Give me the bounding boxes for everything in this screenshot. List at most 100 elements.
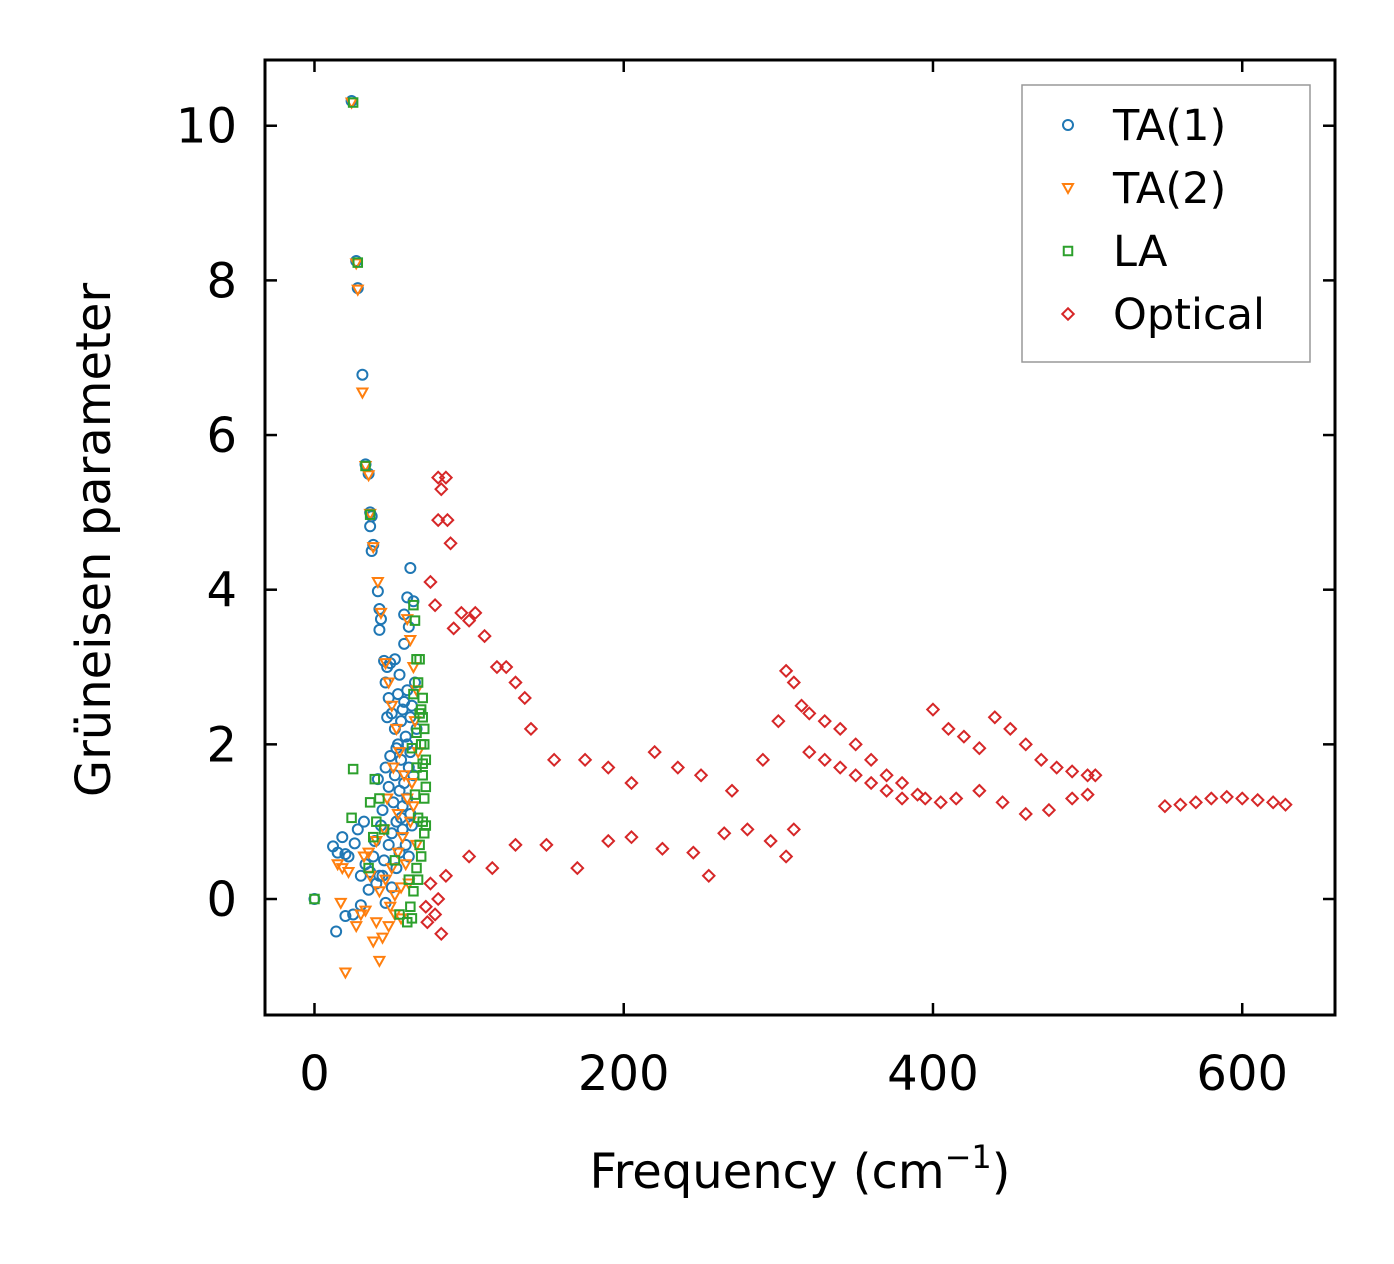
point-ta-2 — [386, 762, 401, 775]
plot-frame — [263, 58, 1337, 1017]
point-optical — [577, 752, 593, 767]
point-optical — [431, 470, 446, 485]
point-la — [409, 789, 421, 800]
x-tick-label: 200 — [578, 1046, 670, 1102]
point-ta-2 — [375, 932, 390, 945]
legend: TA(1) TA(2) LA Optical — [1021, 84, 1311, 363]
point-optical — [1018, 806, 1033, 822]
point-ta-2 — [355, 387, 370, 400]
point-ta-2 — [358, 905, 373, 918]
point-ta-2 — [351, 284, 365, 297]
point-la — [409, 615, 421, 626]
legend-marker-la — [1062, 245, 1074, 257]
point-optical — [624, 829, 639, 845]
point-optical — [863, 775, 879, 791]
point-optical — [434, 482, 449, 497]
point-ta-1 — [385, 881, 398, 894]
point-la — [394, 909, 405, 920]
x-axis-label-close: ) — [992, 1144, 1011, 1200]
point-ta-1 — [378, 854, 391, 867]
point-ta-1 — [357, 815, 370, 828]
legend-label-ta-1: TA(1) — [1112, 101, 1226, 151]
point-la — [415, 851, 427, 862]
point-optical — [1250, 792, 1265, 808]
point-ta-1 — [336, 831, 349, 844]
point-la — [347, 97, 359, 108]
point-ta-1 — [399, 730, 412, 743]
point-optical — [1088, 768, 1103, 783]
point-optical — [933, 795, 948, 810]
point-optical — [817, 713, 832, 729]
point-optical — [1080, 768, 1095, 783]
point-optical — [848, 768, 863, 783]
point-optical — [879, 768, 894, 783]
point-optical — [925, 702, 941, 717]
point-ta-2 — [391, 808, 405, 822]
point-optical — [423, 876, 438, 891]
point-optical — [771, 713, 786, 729]
point-optical — [972, 783, 987, 798]
series-la — [309, 97, 432, 928]
point-optical — [434, 926, 449, 941]
point-optical — [833, 721, 848, 737]
series-optical — [418, 470, 1293, 941]
point-la — [417, 712, 428, 723]
point-ta-2 — [397, 770, 411, 783]
point-optical — [918, 791, 933, 806]
legend-marker-ta-1 — [1062, 119, 1074, 131]
point-la — [411, 862, 422, 874]
point-optical — [833, 760, 848, 775]
point-la — [412, 874, 424, 885]
point-ta-2 — [349, 921, 363, 934]
point-optical — [508, 675, 523, 690]
point-la — [389, 855, 401, 866]
point-ta-2 — [405, 778, 419, 791]
point-la — [360, 460, 371, 472]
point-optical — [1278, 797, 1293, 812]
point-ta-1 — [384, 749, 397, 762]
y-axis-label: Grüneisen parameter — [66, 283, 122, 798]
point-optical — [1173, 797, 1188, 812]
point-optical — [778, 663, 794, 679]
point-ta-1 — [342, 850, 355, 863]
point-ta-1 — [365, 545, 378, 558]
point-optical — [941, 721, 956, 737]
y-tick-label: 2 — [206, 717, 237, 773]
point-optical — [910, 787, 925, 802]
legend-marker-ta-2 — [1061, 183, 1075, 196]
point-optical — [523, 721, 539, 737]
point-ta-2 — [378, 658, 393, 671]
point-ta-1 — [351, 823, 364, 836]
x-axis-label-text: Frequency (cm — [589, 1144, 944, 1200]
y-tick-label: 0 — [206, 872, 237, 928]
point-la — [414, 839, 425, 851]
point-optical — [431, 512, 446, 528]
point-optical — [786, 822, 801, 837]
point-ta-1 — [404, 562, 417, 575]
legend-marker-optical — [1060, 306, 1076, 322]
point-ta-2 — [395, 832, 410, 845]
point-optical — [446, 621, 461, 636]
point-optical — [539, 837, 554, 853]
point-optical — [1049, 760, 1064, 775]
point-ta-2 — [391, 847, 405, 860]
point-optical — [693, 768, 709, 783]
x-tick-label: 600 — [1196, 1046, 1288, 1102]
point-la — [405, 901, 416, 912]
point-optical — [601, 760, 616, 775]
point-la — [406, 913, 418, 924]
point-la — [417, 770, 428, 781]
point-la — [408, 599, 419, 611]
point-optical — [817, 752, 832, 767]
point-optical — [601, 833, 616, 849]
point-la — [347, 763, 359, 775]
point-optical — [1188, 795, 1204, 810]
point-optical — [794, 698, 809, 713]
point-optical — [724, 783, 740, 798]
point-optical — [786, 675, 801, 690]
point-la — [419, 739, 430, 750]
point-optical — [418, 899, 433, 914]
point-la — [419, 793, 430, 804]
point-ta-2 — [406, 801, 421, 814]
x-tick-label: 0 — [299, 1046, 330, 1102]
